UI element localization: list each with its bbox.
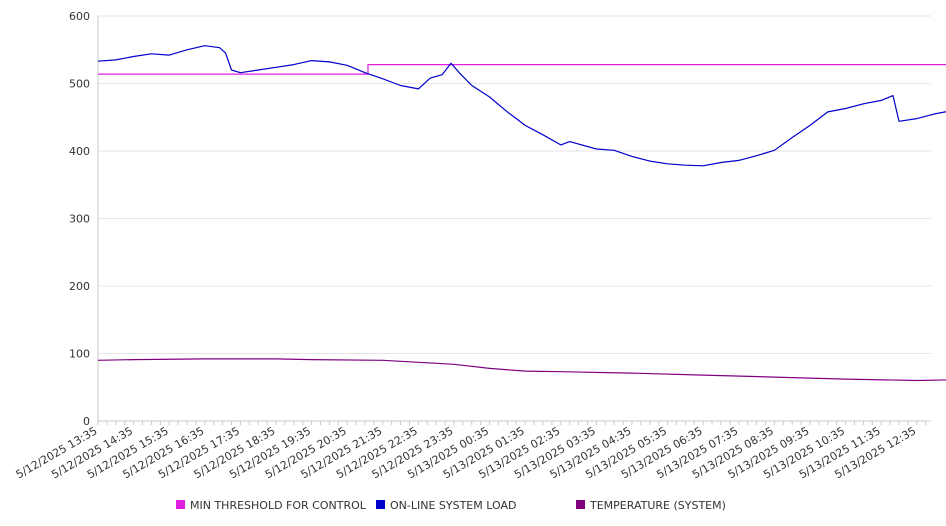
series-lines [97,45,946,382]
legend: MIN THRESHOLD FOR CONTROL ON-LINE SYSTEM … [176,499,726,512]
y-tick-label: 100 [69,348,90,361]
y-tick-label: 200 [69,280,90,293]
legend-label: MIN THRESHOLD FOR CONTROL [190,499,367,512]
series-line-2 [97,358,946,382]
legend-label: ON-LINE SYSTEM LOAD [390,499,516,512]
legend-swatch [176,500,185,509]
legend-swatch [376,500,385,509]
y-tick-label: 400 [69,145,90,158]
series-line-0 [98,63,946,75]
x-axis-ticks: 5/12/2025 13:355/12/2025 14:355/12/2025 … [14,424,919,481]
y-tick-label: 0 [83,415,90,428]
gridlines [98,15,931,354]
legend-swatch [576,500,585,509]
y-tick-label: 300 [69,213,90,226]
y-tick-label: 500 [69,78,90,91]
y-tick-label: 600 [69,10,90,23]
series-line-1 [97,45,946,167]
y-axis-ticks: 0 100 200 300 400 500 600 [69,10,90,428]
legend-label: TEMPERATURE (SYSTEM) [589,499,726,512]
axes [97,16,931,425]
